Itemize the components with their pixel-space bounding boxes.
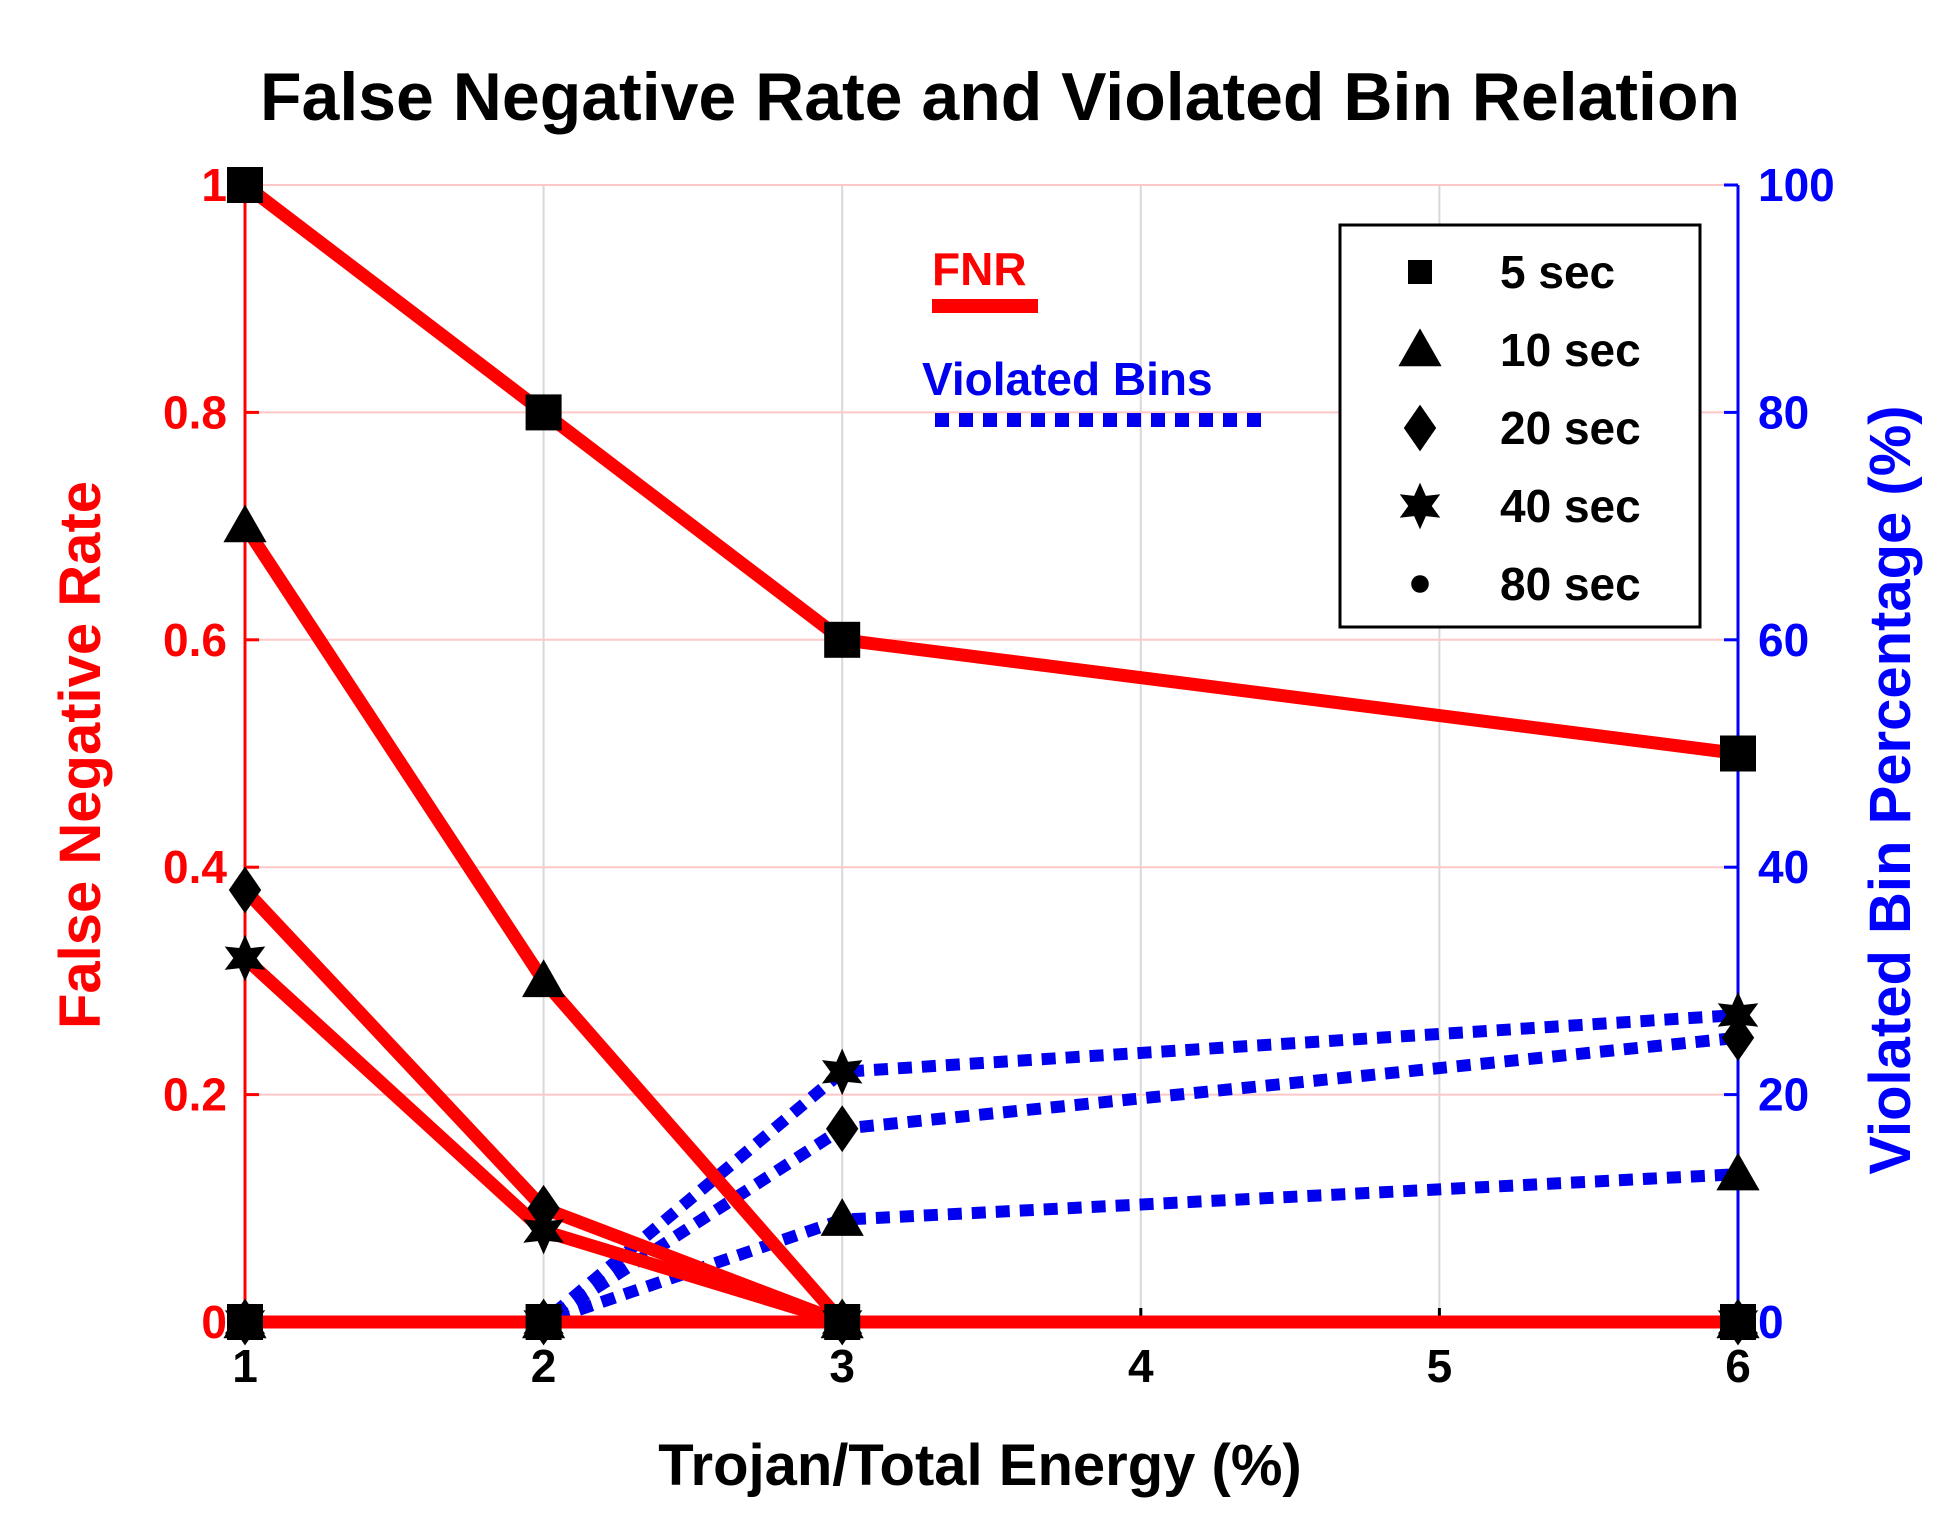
fnr-point-5-sec: [1720, 735, 1756, 772]
fnr-line-20-sec: [240, 885, 1738, 1329]
legend-marker-10-sec: [1398, 328, 1442, 367]
y-left-tick-label: 0.4: [163, 841, 227, 893]
fnr-point-5-sec: [525, 394, 562, 431]
legend-label: 20 sec: [1500, 402, 1641, 454]
chart-title: False Negative Rate and Violated Bin Rel…: [260, 59, 1740, 135]
y-right-tick-label: 60: [1758, 614, 1809, 666]
fnr-point-5-sec: [824, 621, 861, 658]
y-right-tick-label: 40: [1758, 841, 1809, 893]
y-left-tick-label: 0: [201, 1296, 227, 1348]
y-left-tick-label: 1: [201, 159, 227, 211]
fnr-annotation: FNR: [932, 243, 1027, 295]
y-right-tick-label: 20: [1758, 1069, 1809, 1121]
fnr-line-40-sec: [240, 953, 1738, 1329]
markers: [223, 167, 1760, 1346]
legend-marker-80-sec: [1411, 575, 1429, 593]
x-tick-label: 5: [1427, 1340, 1453, 1392]
violated-point-20-sec: [826, 1105, 859, 1153]
violated-point-10-sec: [1716, 1152, 1760, 1191]
y-right-tick-label: 0: [1758, 1296, 1784, 1348]
legend-label: 5 sec: [1500, 246, 1615, 298]
violated-line-20-sec: [245, 1031, 1739, 1328]
violated-point-40-sec: [1717, 991, 1759, 1039]
x-tick-label: 6: [1725, 1340, 1751, 1392]
y-axis-left-label: False Negative Rate: [48, 481, 113, 1029]
legend-marker-20-sec: [1403, 404, 1437, 452]
x-tick-label: 4: [1128, 1340, 1154, 1392]
violated-line-10-sec: [245, 1168, 1739, 1328]
legend-box: [1338, 223, 1702, 629]
x-axis-label: Trojan/Total Energy (%): [658, 1433, 1301, 1498]
y-left-tick-label: 0.8: [163, 386, 227, 438]
fnr-point-5-sec: [227, 167, 263, 203]
legend-label: 40 sec: [1500, 480, 1641, 532]
legend-label: 80 sec: [1500, 558, 1641, 610]
fnr-point-80-sec: [832, 1312, 853, 1332]
fnr-line-10-sec: [239, 522, 1738, 1329]
legend: 5 sec 10 sec 20 sec 40 sec 80 sec: [1338, 223, 1702, 629]
fnr-point-40-sec: [224, 934, 266, 982]
fnr-point-20-sec: [228, 866, 262, 914]
y-right-tick-label: 80: [1758, 386, 1809, 438]
x-tick-label: 2: [531, 1340, 557, 1392]
legend-marker-5-sec: [1408, 260, 1432, 284]
series: [239, 179, 1739, 1329]
y-left-tick-label: 0.6: [163, 614, 227, 666]
fnr-line-5-sec: [241, 179, 1739, 760]
fnr-point-80-sec: [1728, 1312, 1748, 1332]
x-tick-label: 1: [232, 1340, 258, 1392]
legend-label: 10 sec: [1500, 324, 1641, 376]
fnr-point-40-sec: [523, 1207, 564, 1255]
fnr-point-10-sec: [522, 959, 566, 998]
violated-point-40-sec: [821, 1048, 863, 1096]
fnr-point-80-sec: [533, 1312, 554, 1332]
y-axis-right-label: Violated Bin Percentage (%): [1858, 405, 1923, 1174]
fnr-point-80-sec: [235, 1312, 255, 1332]
y-right-tick-label: 100: [1758, 159, 1835, 211]
violated-bins-annotation: Violated Bins: [922, 353, 1213, 405]
legend-marker-40-sec: [1399, 482, 1441, 530]
y-left-tick-label: 0.2: [163, 1069, 227, 1121]
x-tick-label: 3: [829, 1340, 855, 1392]
fnr-point-10-sec: [223, 504, 267, 543]
violated-point-10-sec: [820, 1198, 864, 1236]
